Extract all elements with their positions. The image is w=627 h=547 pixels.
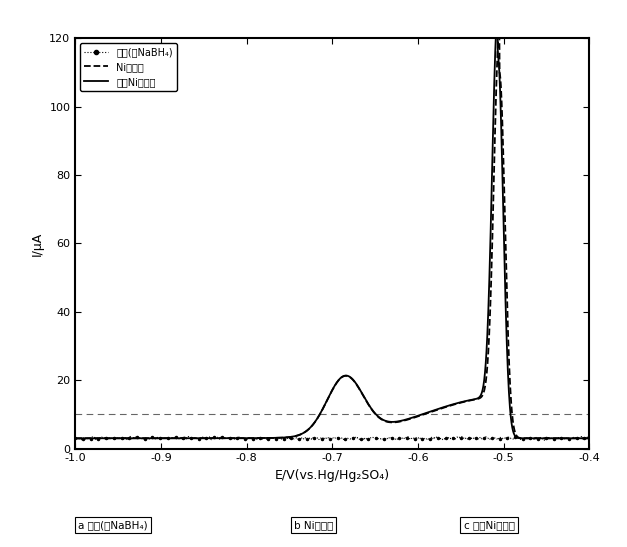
纳米Ni催化剂 (571, 435, 579, 441)
Y-axis label: I/μA: I/μA (31, 231, 44, 255)
Ni催化剂 (308, 423, 315, 429)
Line: 纳米Ni催化剂: 纳米Ni催化剂 (75, 14, 589, 438)
纳米Ni催化剂 (477, 393, 484, 400)
Ni催化剂 (71, 435, 79, 441)
Ni催化剂 (571, 435, 579, 441)
纳米Ni催化剂 (543, 435, 551, 441)
X-axis label: E/V(vs.Hg/Hg₂SO₄): E/V(vs.Hg/Hg₂SO₄) (275, 469, 390, 482)
纳米Ni催化剂 (98, 435, 105, 441)
空白(无NaBH₄) (308, 435, 315, 441)
空白(无NaBH₄) (571, 434, 579, 441)
Ni催化剂 (495, 28, 503, 35)
纳米Ni催化剂 (308, 423, 315, 429)
空白(无NaBH₄) (477, 434, 484, 441)
Ni催化剂 (477, 395, 484, 401)
空白(无NaBH₄) (127, 433, 134, 440)
空白(无NaBH₄) (426, 437, 433, 444)
纳米Ni催化剂 (586, 435, 593, 441)
空白(无NaBH₄) (322, 435, 329, 441)
空白(无NaBH₄) (571, 434, 579, 441)
Ni催化剂 (98, 435, 105, 441)
Ni催化剂 (322, 401, 329, 408)
空白(无NaBH₄) (98, 434, 105, 441)
Text: a 空白(无NaBH₄): a 空白(无NaBH₄) (78, 520, 148, 530)
Legend: 空白(无NaBH₄), Ni催化剂, 纳米Ni催化剂: 空白(无NaBH₄), Ni催化剂, 纳米Ni催化剂 (80, 43, 177, 91)
Line: 空白(无NaBH₄): 空白(无NaBH₄) (74, 435, 591, 441)
纳米Ni催化剂 (494, 11, 502, 18)
Text: b Ni催化剂: b Ni催化剂 (294, 520, 333, 530)
Ni催化剂 (571, 435, 579, 441)
空白(无NaBH₄) (71, 435, 79, 441)
纳米Ni催化剂 (322, 400, 329, 407)
Ni催化剂 (586, 435, 593, 441)
Text: c 纳米Ni催化剂: c 纳米Ni催化剂 (463, 520, 515, 530)
纳米Ni催化剂 (71, 435, 79, 441)
空白(无NaBH₄) (586, 433, 593, 440)
纳米Ni催化剂 (571, 435, 579, 441)
Ni催化剂 (545, 435, 552, 441)
Line: Ni催化剂: Ni催化剂 (75, 32, 589, 438)
